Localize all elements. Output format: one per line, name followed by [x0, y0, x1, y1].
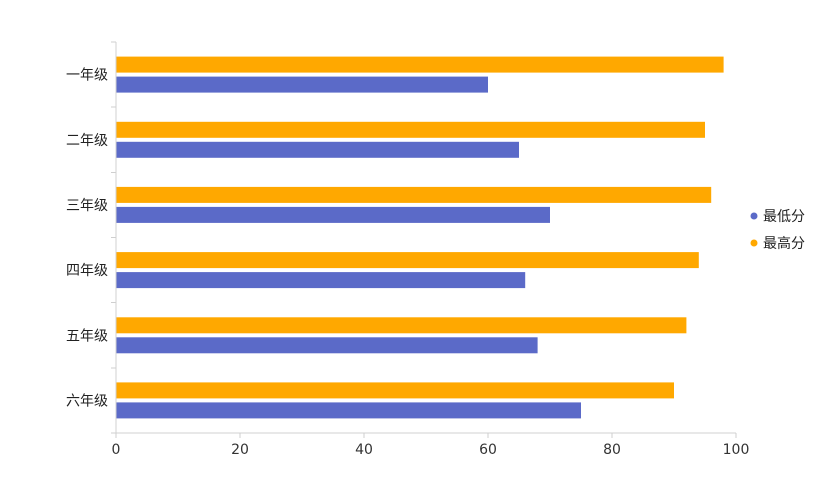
category-label: 六年级 — [66, 393, 108, 409]
bar-max-score — [116, 382, 674, 399]
x-tick-label: 20 — [231, 442, 249, 458]
category-label: 二年级 — [66, 133, 108, 149]
axes-layer — [111, 41, 737, 438]
category-label: 五年级 — [66, 328, 108, 344]
bar-max-score — [116, 121, 705, 138]
bar-min-score — [116, 206, 550, 223]
bar-max-score — [116, 186, 712, 203]
x-tick-label: 60 — [479, 442, 497, 458]
bar-min-score — [116, 337, 538, 354]
category-label: 一年级 — [66, 68, 108, 84]
x-tick-label: 100 — [723, 442, 750, 458]
x-tick-label: 80 — [603, 442, 621, 458]
legend-marker — [750, 212, 758, 220]
bar-min-score — [116, 402, 581, 419]
x-tick-label: 40 — [355, 442, 373, 458]
category-label: 四年级 — [66, 263, 108, 279]
bar-max-score — [116, 252, 699, 269]
legend-marker — [750, 239, 758, 247]
x-tick-label: 0 — [112, 442, 121, 458]
legend-label: 最低分 — [763, 209, 805, 225]
category-label: 三年级 — [66, 198, 108, 214]
bar-min-score — [116, 76, 488, 93]
bar-min-score — [116, 272, 526, 289]
bar-min-score — [116, 141, 519, 158]
bar-max-score — [116, 56, 724, 73]
tick-labels: 0 20 40 60 80 100 — [112, 442, 750, 458]
bar-max-score — [116, 317, 687, 334]
legend-label: 最高分 — [763, 235, 805, 252]
bars-layer — [116, 56, 724, 419]
